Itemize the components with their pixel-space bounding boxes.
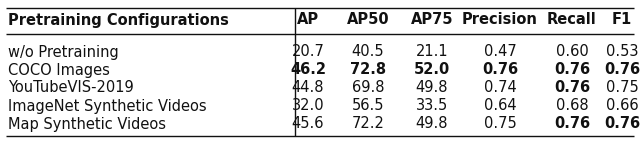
Text: 0.64: 0.64 xyxy=(484,99,516,114)
Text: 20.7: 20.7 xyxy=(292,44,324,59)
Text: 49.8: 49.8 xyxy=(416,117,448,132)
Text: ImageNet Synthetic Videos: ImageNet Synthetic Videos xyxy=(8,99,207,114)
Text: 0.74: 0.74 xyxy=(484,81,516,96)
Text: 0.75: 0.75 xyxy=(605,81,638,96)
Text: 72.8: 72.8 xyxy=(350,62,386,78)
Text: 0.66: 0.66 xyxy=(605,99,638,114)
Text: 0.75: 0.75 xyxy=(484,117,516,132)
Text: AP: AP xyxy=(297,12,319,27)
Text: COCO Images: COCO Images xyxy=(8,62,110,78)
Text: 0.60: 0.60 xyxy=(556,44,588,59)
Text: 40.5: 40.5 xyxy=(352,44,384,59)
Text: 0.76: 0.76 xyxy=(482,62,518,78)
Text: 56.5: 56.5 xyxy=(352,99,384,114)
Text: w/o Pretraining: w/o Pretraining xyxy=(8,44,119,59)
Text: Precision: Precision xyxy=(462,12,538,27)
Text: 72.2: 72.2 xyxy=(351,117,385,132)
Text: 46.2: 46.2 xyxy=(290,62,326,78)
Text: 21.1: 21.1 xyxy=(416,44,448,59)
Text: 0.53: 0.53 xyxy=(605,44,638,59)
Text: F1: F1 xyxy=(612,12,632,27)
Text: 0.68: 0.68 xyxy=(556,99,588,114)
Text: 49.8: 49.8 xyxy=(416,81,448,96)
Text: Pretraining Configurations: Pretraining Configurations xyxy=(8,12,229,27)
Text: Map Synthetic Videos: Map Synthetic Videos xyxy=(8,117,166,132)
Text: AP50: AP50 xyxy=(347,12,389,27)
Text: 52.0: 52.0 xyxy=(414,62,450,78)
Text: 0.76: 0.76 xyxy=(604,117,640,132)
Text: AP75: AP75 xyxy=(411,12,453,27)
Text: 45.6: 45.6 xyxy=(292,117,324,132)
Text: 0.76: 0.76 xyxy=(554,62,590,78)
Text: 32.0: 32.0 xyxy=(292,99,324,114)
Text: 33.5: 33.5 xyxy=(416,99,448,114)
Text: 44.8: 44.8 xyxy=(292,81,324,96)
Text: 0.76: 0.76 xyxy=(604,62,640,78)
Text: 69.8: 69.8 xyxy=(352,81,384,96)
Text: YouTubeVIS-2019: YouTubeVIS-2019 xyxy=(8,81,134,96)
Text: Recall: Recall xyxy=(547,12,597,27)
Text: 0.76: 0.76 xyxy=(554,117,590,132)
Text: 0.76: 0.76 xyxy=(554,81,590,96)
Text: 0.47: 0.47 xyxy=(484,44,516,59)
